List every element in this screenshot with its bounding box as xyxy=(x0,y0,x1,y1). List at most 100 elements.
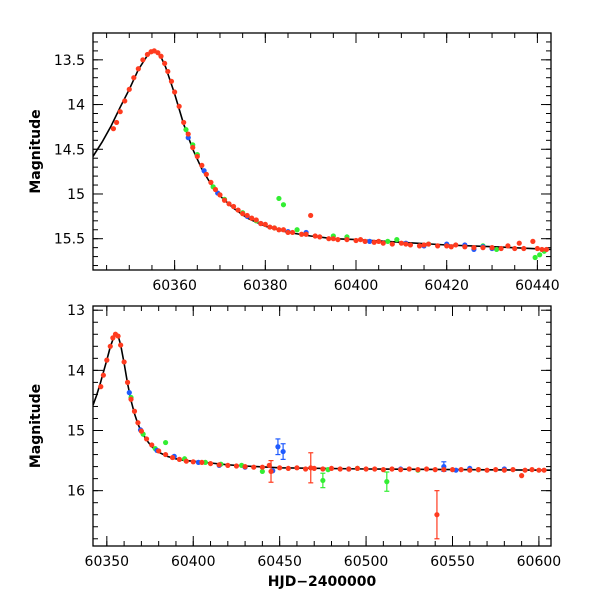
data-point xyxy=(480,245,486,251)
data-point xyxy=(135,420,141,426)
data-point xyxy=(312,233,318,239)
data-point xyxy=(262,221,268,227)
data-point xyxy=(280,448,286,455)
data-point xyxy=(317,234,323,240)
data-point xyxy=(121,359,127,365)
data-point xyxy=(421,242,427,248)
data-point xyxy=(367,238,373,244)
y-tick-label: 15.5 xyxy=(54,232,85,248)
data-point xyxy=(268,468,274,475)
data-point xyxy=(449,467,456,473)
data-point xyxy=(181,119,187,126)
data-point xyxy=(398,467,404,473)
x-tick-label: 60600 xyxy=(517,554,562,570)
data-point xyxy=(385,238,391,244)
data-point xyxy=(380,240,386,246)
data-point xyxy=(128,396,134,402)
data-point xyxy=(435,243,441,249)
data-point xyxy=(135,66,141,72)
data-point xyxy=(532,254,538,261)
data-point xyxy=(176,456,183,462)
data-point xyxy=(335,236,341,243)
data-point xyxy=(505,243,511,249)
x-tick-label: 60420 xyxy=(424,278,469,294)
data-point xyxy=(493,246,500,253)
x-tick-label: 60350 xyxy=(85,554,130,570)
data-point xyxy=(230,203,237,210)
x-tick-label: 60380 xyxy=(243,278,288,294)
y-tick-label: 14 xyxy=(67,363,85,379)
top-panel: 60360 60380 60400 60420 60440 13.5 14 14.5 15 15.… xyxy=(28,32,560,294)
data-point xyxy=(249,215,255,221)
data-point xyxy=(539,246,545,253)
data-point xyxy=(462,244,468,250)
data-point xyxy=(389,466,395,472)
data-point xyxy=(458,467,464,473)
data-point xyxy=(372,466,378,472)
data-point xyxy=(115,333,121,339)
data-point xyxy=(158,53,164,59)
data-point xyxy=(298,231,305,237)
data-point xyxy=(280,227,287,233)
data-point xyxy=(354,465,361,472)
data-point xyxy=(311,465,317,472)
data-point xyxy=(357,236,364,243)
data-point xyxy=(521,245,527,252)
data-point xyxy=(190,459,196,465)
data-point xyxy=(113,119,120,126)
data-point xyxy=(183,458,189,464)
y-tick-label: 16 xyxy=(67,484,85,500)
red-series xyxy=(98,331,547,540)
data-point xyxy=(534,245,540,252)
blue-series xyxy=(185,135,495,253)
data-point xyxy=(216,462,222,468)
data-point xyxy=(522,467,528,473)
x-axis-title: HJD−2400000 xyxy=(268,574,377,590)
data-point xyxy=(277,465,283,471)
data-point xyxy=(541,467,547,473)
tick-marks xyxy=(93,32,551,270)
data-point xyxy=(501,467,507,473)
data-point xyxy=(285,465,291,472)
data-point xyxy=(143,436,150,442)
data-point xyxy=(294,227,300,233)
data-point xyxy=(233,463,240,469)
data-point xyxy=(406,466,412,472)
red-series xyxy=(110,48,550,253)
data-point xyxy=(276,227,282,233)
y-axis-title: Magnitude xyxy=(28,109,44,193)
data-point xyxy=(208,179,214,185)
data-point xyxy=(138,428,144,434)
data-point xyxy=(344,236,350,243)
data-point xyxy=(253,217,259,223)
data-point xyxy=(516,240,522,246)
tick-marks xyxy=(93,306,551,546)
data-point xyxy=(536,467,542,473)
data-point xyxy=(126,390,132,396)
data-point xyxy=(432,467,438,473)
data-point xyxy=(185,131,191,137)
data-point xyxy=(162,439,169,446)
plot-frame xyxy=(92,305,552,547)
data-point xyxy=(266,462,272,468)
data-point xyxy=(225,462,231,468)
data-point xyxy=(453,242,459,248)
data-point xyxy=(510,467,516,473)
data-point xyxy=(320,466,326,472)
data-point xyxy=(302,466,309,472)
data-point xyxy=(235,207,241,213)
data-point xyxy=(529,467,535,473)
data-point xyxy=(140,57,146,63)
data-point xyxy=(423,466,430,472)
data-point xyxy=(320,477,326,484)
data-point xyxy=(362,238,368,244)
data-point xyxy=(394,236,400,243)
data-point xyxy=(380,467,386,473)
data-point xyxy=(199,162,205,168)
model-curve xyxy=(93,334,551,471)
data-point xyxy=(267,224,273,230)
x-tick-label: 60360 xyxy=(152,278,197,294)
data-point xyxy=(258,220,264,227)
data-point xyxy=(176,103,182,109)
data-point xyxy=(407,242,414,248)
